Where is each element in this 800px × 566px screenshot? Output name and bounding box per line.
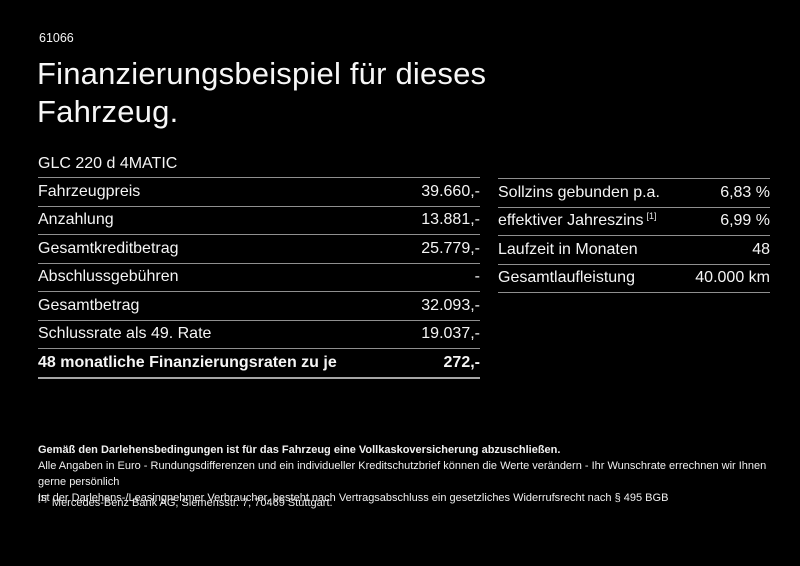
row-label: Anzahlung xyxy=(38,211,114,229)
row-label: Fahrzeugpreis xyxy=(38,182,141,200)
footnote-text: Mercedes-Benz Bank AG, Siemensstr. 7, 70… xyxy=(51,497,333,509)
row-label: 48 monatliche Finanzierungsraten zu je xyxy=(38,353,337,371)
page-title-line-1: Finanzierungsbeispiel für dieses xyxy=(37,56,487,91)
insurance-note: Gemäß den Darlehensbedingungen ist für d… xyxy=(38,444,561,456)
row-value: 40.000 km xyxy=(695,269,770,287)
page-title-line-2: Fahrzeug. xyxy=(37,94,179,129)
table-row-sollzins: Sollzins gebunden p.a. 6,83 % xyxy=(498,179,770,208)
row-value: - xyxy=(474,268,480,286)
finance-table: GLC 220 d 4MATIC Fahrzeugpreis 39.660,- … xyxy=(38,150,480,379)
row-label: Gesamtbetrag xyxy=(38,296,140,314)
disclaimer-line-1: Alle Angaben in Euro - Rundungsdifferenz… xyxy=(38,460,767,488)
table-row-fahrzeugpreis: Fahrzeugpreis 39.660,- xyxy=(38,178,480,207)
table-row-gesamtkreditbetrag: Gesamtkreditbetrag 25.779,- xyxy=(38,235,480,264)
row-label: Sollzins gebunden p.a. xyxy=(498,183,660,201)
table-row-anzahlung: Anzahlung 13.881,- xyxy=(38,207,480,235)
row-label: Laufzeit in Monaten xyxy=(498,240,638,258)
legal-footer: Gemäß den Darlehensbedingungen ist für d… xyxy=(38,442,768,506)
row-value: 32.093,- xyxy=(421,296,480,314)
vehicle-name-row: GLC 220 d 4MATIC xyxy=(38,150,480,178)
table-row-monthly-rate-total: 48 monatliche Finanzierungsraten zu je 2… xyxy=(38,349,480,379)
row-value: 19.037,- xyxy=(421,325,480,343)
row-value: 6,99 % xyxy=(720,212,770,230)
row-value: 39.660,- xyxy=(421,182,480,200)
row-value: 272,- xyxy=(443,353,480,371)
disclaimer-line-2: Ist der Darlehens-/Leasingnehmer Verbrau… xyxy=(38,492,669,504)
footnote-marker: [1] xyxy=(38,494,47,504)
row-value: 6,83 % xyxy=(720,183,770,201)
table-row-gesamtbetrag: Gesamtbetrag 32.093,- xyxy=(38,292,480,321)
table-row-laufzeit: Laufzeit in Monaten 48 xyxy=(498,236,770,265)
table-row-gesamtlaufleistung: Gesamtlaufleistung 40.000 km xyxy=(498,265,770,293)
conditions-table: Sollzins gebunden p.a. 6,83 % effektiver… xyxy=(498,178,770,293)
bank-footnote: [1] Mercedes-Benz Bank AG, Siemensstr. 7,… xyxy=(38,494,333,510)
row-label: Gesamtlaufleistung xyxy=(498,269,635,287)
row-label: Abschlussgebühren xyxy=(38,268,179,286)
row-label: Schlussrate als 49. Rate xyxy=(38,325,212,343)
row-value: 48 xyxy=(752,240,770,258)
row-label: effektiver Jahreszins [1] xyxy=(498,210,657,230)
row-value: 25.779,- xyxy=(421,239,480,257)
row-label: Gesamtkreditbetrag xyxy=(38,239,179,257)
row-label-text: effektiver Jahreszins xyxy=(498,212,644,230)
table-row-schlussrate: Schlussrate als 49. Rate 19.037,- xyxy=(38,321,480,349)
vehicle-name: GLC 220 d 4MATIC xyxy=(38,154,178,172)
table-row-abschlussgebuehren: Abschlussgebühren - xyxy=(38,264,480,292)
row-value: 13.881,- xyxy=(421,211,480,229)
page-title: Finanzierungsbeispiel für dieses Fahrzeu… xyxy=(37,55,486,131)
table-row-effektiver-jahreszins: effektiver Jahreszins [1] 6,99 % xyxy=(498,208,770,236)
reference-number: 61066 xyxy=(39,31,74,45)
footnote-marker: [1] xyxy=(646,210,657,221)
